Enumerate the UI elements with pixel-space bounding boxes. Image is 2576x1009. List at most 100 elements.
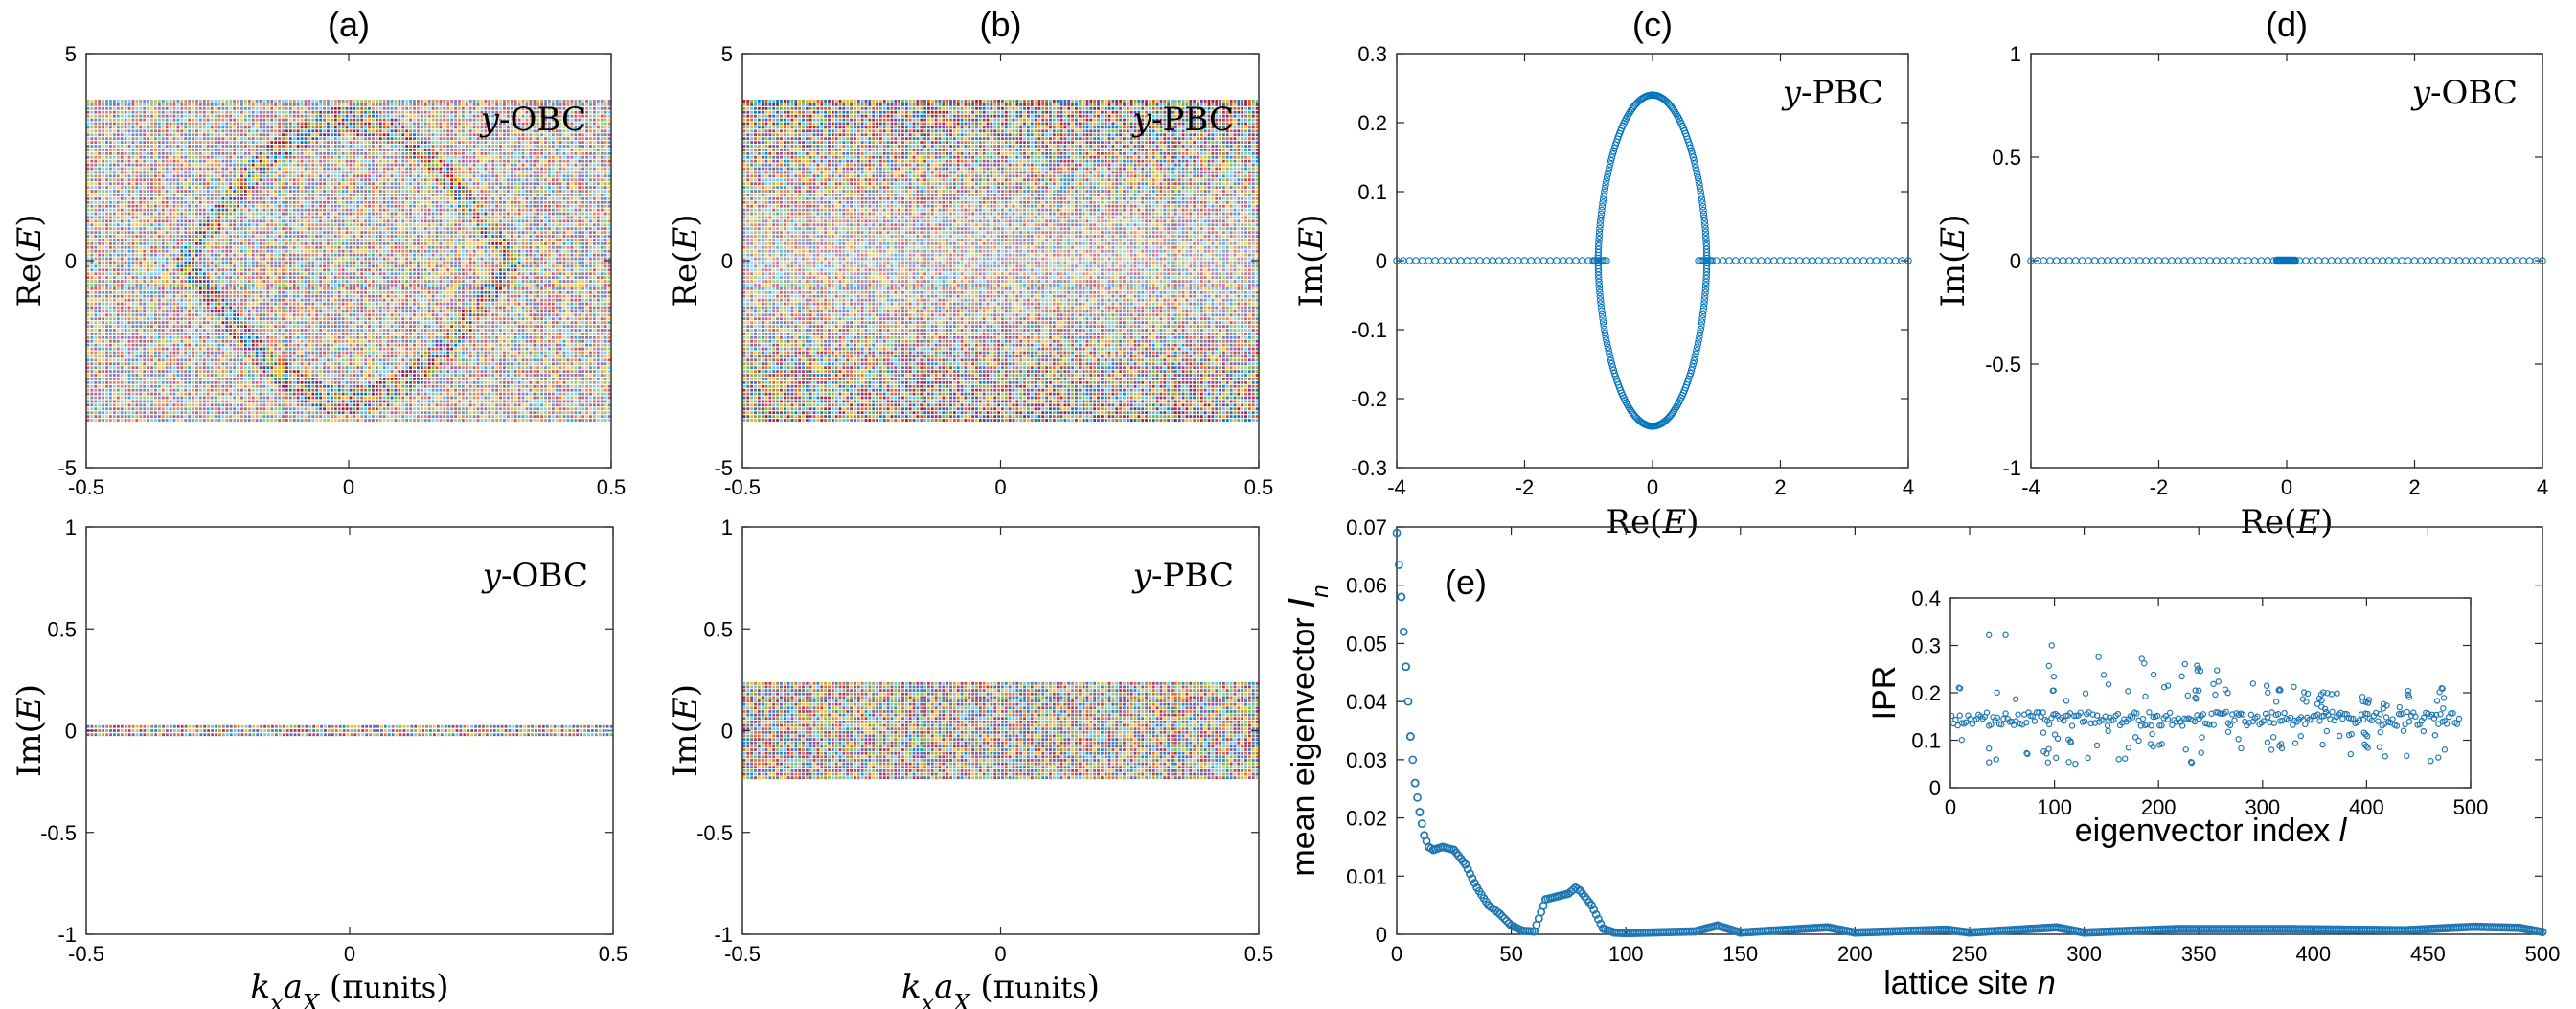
band-point — [172, 333, 176, 335]
band-point — [217, 396, 221, 400]
band-point — [225, 149, 229, 151]
band-point — [229, 310, 233, 313]
band-point — [214, 196, 217, 200]
band-point — [274, 290, 278, 294]
band-point — [105, 396, 108, 400]
band-point — [102, 287, 105, 290]
band-point — [262, 257, 266, 261]
band-point — [131, 419, 135, 422]
band-point — [296, 380, 300, 384]
band-point — [285, 358, 288, 362]
band-point — [135, 294, 139, 298]
band-point — [237, 149, 239, 151]
band-point — [150, 133, 153, 137]
band-point — [94, 245, 98, 249]
band-point — [259, 362, 262, 366]
band-point — [192, 235, 194, 238]
band-point — [221, 182, 225, 186]
band-point — [255, 333, 259, 335]
band-point — [112, 245, 116, 249]
band-point — [150, 145, 153, 148]
band-point — [282, 167, 285, 171]
band-point — [237, 137, 239, 141]
band-point — [188, 411, 192, 415]
band-point — [274, 310, 278, 313]
band-point — [143, 339, 147, 343]
band-point — [147, 241, 149, 245]
band-point — [116, 384, 120, 388]
band-point — [266, 411, 270, 415]
band-point — [247, 287, 251, 290]
band-point — [278, 261, 281, 264]
band-point — [202, 149, 206, 151]
band-point — [147, 141, 149, 144]
band-point — [266, 126, 270, 129]
band-point — [262, 200, 266, 204]
band-point — [157, 335, 161, 339]
band-point — [240, 370, 243, 373]
band-point — [131, 182, 135, 186]
band-point — [255, 362, 259, 366]
band-point — [288, 163, 292, 167]
band-point — [94, 151, 98, 155]
band-point — [285, 223, 288, 227]
band-point — [90, 378, 94, 380]
band-point — [288, 317, 292, 321]
band-point — [157, 261, 161, 264]
band-point — [274, 287, 278, 290]
band-point — [150, 317, 153, 321]
band-point — [180, 145, 184, 148]
band-point — [225, 231, 229, 235]
band-point — [266, 223, 270, 227]
band-point — [109, 264, 112, 268]
band-point — [225, 151, 229, 155]
band-point — [214, 302, 217, 306]
band-point — [278, 343, 281, 347]
band-point — [184, 374, 188, 377]
band-point — [243, 280, 247, 283]
band-point — [94, 362, 98, 366]
band-point — [300, 196, 304, 200]
band-point — [127, 182, 131, 186]
band-point — [225, 122, 229, 126]
band-point — [143, 141, 147, 144]
band-point — [147, 351, 149, 355]
band-point — [86, 227, 90, 231]
band-point — [296, 182, 300, 186]
band-point — [139, 325, 143, 328]
band-point — [206, 106, 210, 110]
band-point — [240, 400, 243, 403]
band-point — [274, 294, 278, 298]
band-point — [251, 343, 255, 347]
band-point — [237, 310, 239, 313]
band-point — [131, 231, 135, 235]
band-point — [112, 174, 116, 178]
band-point — [154, 110, 157, 114]
band-point — [296, 290, 300, 294]
band-point — [184, 137, 188, 141]
band-point — [116, 415, 120, 419]
band-point — [270, 200, 274, 204]
band-point — [161, 362, 165, 366]
band-point — [161, 284, 165, 287]
band-point — [169, 137, 172, 141]
band-point — [112, 114, 116, 118]
band-point — [150, 384, 153, 388]
band-point — [157, 159, 161, 163]
band-point — [266, 407, 270, 411]
band-point — [184, 380, 188, 384]
band-point — [274, 335, 278, 339]
band-point — [296, 333, 300, 335]
band-point — [116, 167, 120, 171]
band-point — [221, 284, 225, 287]
band-point — [131, 374, 135, 377]
band-point — [243, 103, 247, 106]
band-point — [237, 253, 239, 257]
band-point — [221, 415, 225, 419]
band-point — [143, 333, 147, 335]
band-point — [210, 253, 214, 257]
band-point — [127, 378, 131, 380]
band-point — [282, 351, 285, 355]
band-point — [274, 400, 278, 403]
band-point — [233, 145, 237, 148]
